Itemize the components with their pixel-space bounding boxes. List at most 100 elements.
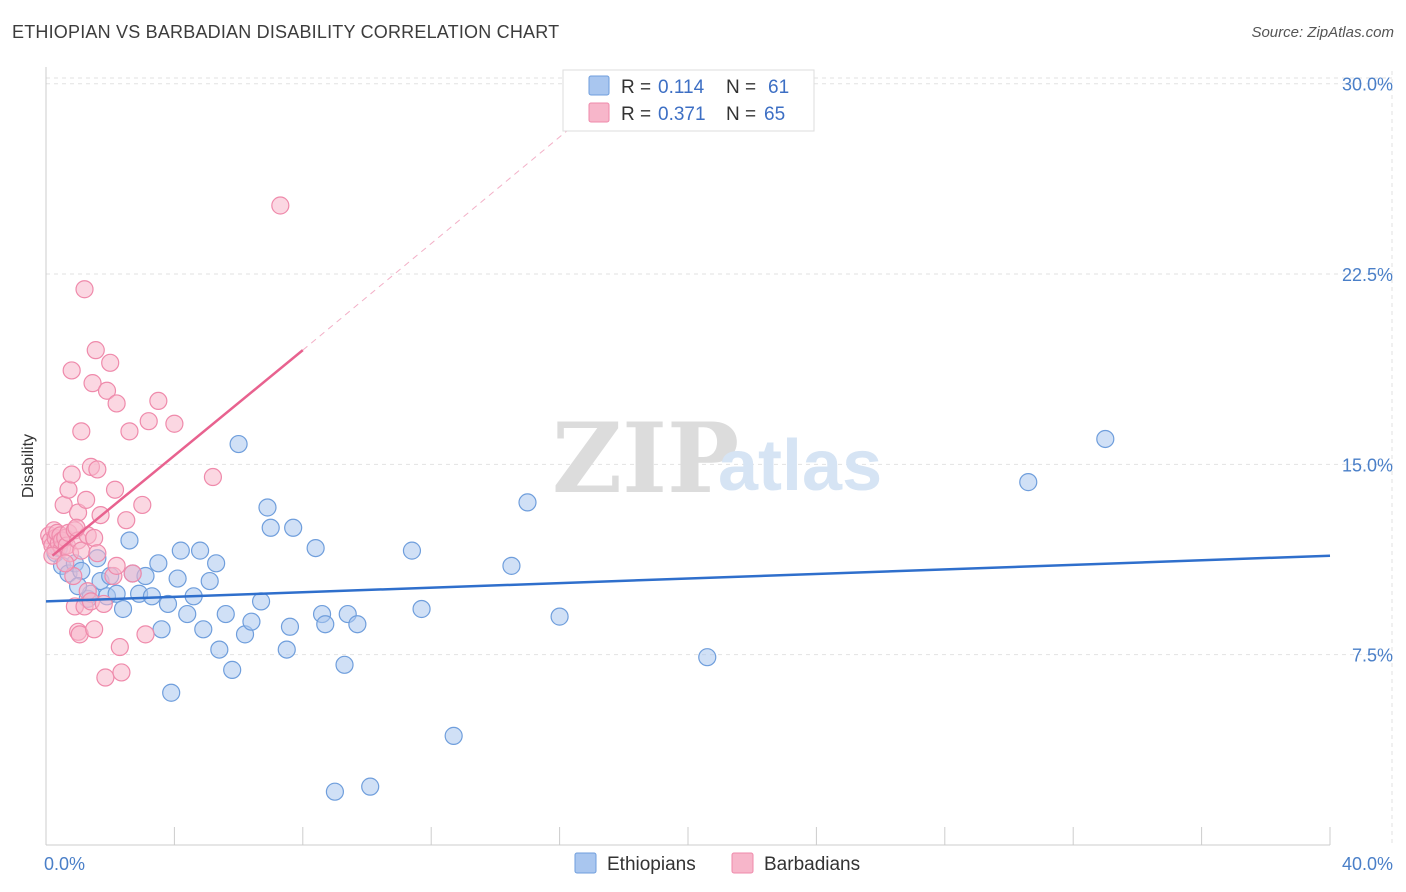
barbadians-point-47 <box>107 394 126 413</box>
ethiopians-point-32 <box>223 660 242 679</box>
barbadians-point-64 <box>117 511 136 530</box>
ethiopians-point-50 <box>402 541 422 560</box>
x-tick-labels: 0.0% 40.0% <box>44 854 1393 874</box>
y-tick-label-2: 22.5% <box>1342 265 1393 285</box>
series-legend-swatch-barbadians <box>731 852 754 874</box>
barbadians-point-54 <box>136 625 155 644</box>
trend-lines <box>45 83 1331 603</box>
barbadians-trend-line <box>51 349 304 557</box>
ethiopians-point-23 <box>171 541 190 560</box>
ethiopians-point-24 <box>178 604 197 624</box>
ethiopians-point-58 <box>1096 429 1115 449</box>
barbadians-point-39 <box>88 544 107 563</box>
series-legend: Ethiopians Barbadians <box>574 852 860 875</box>
barbadians-point-57 <box>165 414 184 433</box>
barbadians-point-34 <box>83 374 102 393</box>
ethiopians-point-45 <box>325 782 344 801</box>
barbadians-point-52 <box>123 564 142 583</box>
barbadians-point-29 <box>75 280 94 299</box>
ethiopians-point-46 <box>335 655 354 674</box>
barbadians-point-48 <box>107 556 126 575</box>
barbadians-point-46 <box>105 480 125 499</box>
legend-r-value-barbadians: 0.371 <box>658 104 706 125</box>
y-tick-label-0: 7.5% <box>1352 646 1393 666</box>
y-tick-labels: 7.5% 15.0% 22.5% 30.0% <box>1342 75 1393 666</box>
watermark: ZIP atlas <box>552 402 882 515</box>
x-tick-label-1: 40.0% <box>1342 854 1393 874</box>
ethiopians-point-44 <box>316 615 335 634</box>
barbadians-point-50 <box>112 663 131 682</box>
y-tick-label-1: 15.0% <box>1342 455 1393 475</box>
ethiopians-point-30 <box>210 640 229 659</box>
ethiopians-point-28 <box>200 571 219 591</box>
legend-n-label-ethiopians: N = <box>726 77 756 98</box>
ethiopians-point-48 <box>348 615 367 634</box>
barbadians-point-59 <box>271 196 290 215</box>
barbadians-point-49 <box>110 637 129 657</box>
y-axis-label: Disability <box>20 434 37 498</box>
ethiopians-point-37 <box>258 498 277 517</box>
ethiopians-point-33 <box>229 434 248 454</box>
legend-n-value-barbadians: 65 <box>764 104 785 125</box>
barbadians-point-18 <box>62 465 81 484</box>
barbadians-trend-extension <box>302 83 625 351</box>
x-tick-label-0: 0.0% <box>44 854 85 874</box>
ethiopians-point-55 <box>550 607 569 626</box>
ethiopians-point-51 <box>412 599 431 619</box>
ethiopians-point-12 <box>113 599 133 619</box>
ethiopians-point-31 <box>216 604 235 624</box>
barbadians-point-42 <box>96 668 115 687</box>
ethiopians-trend-line <box>45 554 1331 603</box>
ethiopians-point-13 <box>120 531 139 550</box>
ethiopians-point-41 <box>284 518 303 537</box>
ethiopians-point-27 <box>194 620 213 639</box>
ethiopians-point-22 <box>168 569 187 588</box>
ethiopians-point-40 <box>280 617 300 636</box>
chart-title: ETHIOPIAN VS BARBADIAN DISABILITY CORREL… <box>12 22 560 42</box>
ethiopians-point-49 <box>361 777 380 796</box>
barbadians-point-62 <box>77 490 96 509</box>
ethiopians-point-36 <box>251 592 271 611</box>
chart-source: Source: ZipAtlas.com <box>1251 24 1394 41</box>
barbadians-point-35 <box>85 528 104 548</box>
ethiopians-point-20 <box>158 594 178 614</box>
ethiopians-point-54 <box>518 493 537 512</box>
ethiopians-point-57 <box>1019 473 1038 492</box>
barbadians-point-15 <box>59 480 78 499</box>
ethiopians-point-21 <box>162 683 181 702</box>
barbadians-point-43 <box>97 381 117 400</box>
ethiopians-point-56 <box>698 648 717 667</box>
legend-r-value-ethiopians: 0.114 <box>658 77 705 98</box>
gridlines <box>46 71 1393 845</box>
barbadians-point-36 <box>85 620 104 639</box>
barbadians-point-26 <box>72 422 91 441</box>
ethiopians-point-29 <box>207 554 226 573</box>
legend-r-label-ethiopians: R = <box>621 77 651 98</box>
watermark-atlas: atlas <box>718 426 882 506</box>
series-legend-barbadians: Barbadians <box>764 854 860 875</box>
barbadians-point-38 <box>88 460 107 479</box>
legend-n-label-barbadians: N = <box>726 104 756 125</box>
legend-r-label-barbadians: R = <box>621 104 651 125</box>
ethiopians-point-38 <box>261 518 280 537</box>
barbadians-point-51 <box>120 422 139 441</box>
watermark-zip: ZIP <box>552 402 739 515</box>
barbadians-points <box>40 196 290 687</box>
ethiopians-point-53 <box>502 556 521 575</box>
ethiopians-point-18 <box>149 554 168 573</box>
ethiopians-point-19 <box>152 620 171 639</box>
y-tick-label-3: 30.0% <box>1342 75 1393 95</box>
barbadians-point-27 <box>72 541 91 560</box>
axes <box>45 67 1331 846</box>
ethiopians-point-52 <box>444 726 463 745</box>
barbadians-point-55 <box>139 412 158 431</box>
series-legend-swatch-ethiopians <box>574 852 597 874</box>
barbadians-point-56 <box>149 391 168 411</box>
barbadians-point-17 <box>62 361 81 380</box>
stats-legend: R = 0.114 N = 61 R = 0.371 N = 65 <box>562 69 815 132</box>
barbadians-point-58 <box>203 467 223 487</box>
barbadians-point-63 <box>67 518 86 537</box>
legend-swatch-barbadians <box>588 102 610 123</box>
ethiopians-point-26 <box>190 541 210 560</box>
